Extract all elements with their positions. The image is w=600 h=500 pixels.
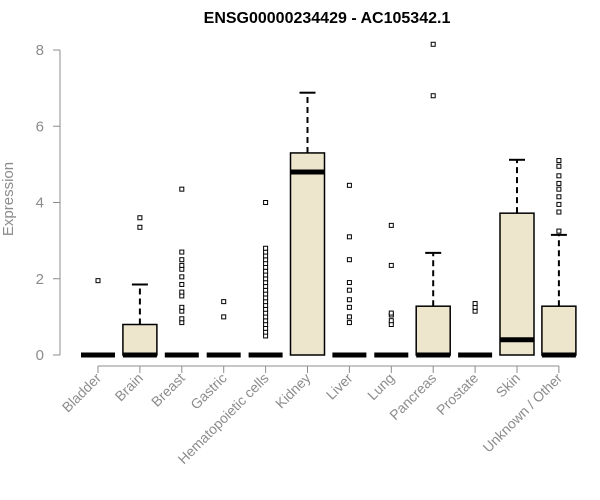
outlier-point: [263, 200, 269, 205]
x-tick-label: Bladder: [59, 370, 105, 416]
outlier-point: [430, 93, 436, 99]
x-tick-label: Prostate: [433, 370, 481, 418]
outlier-point: [346, 257, 352, 263]
box-iqr: [289, 152, 326, 356]
outlier-point: [137, 224, 143, 230]
outlier-point: [388, 310, 394, 316]
y-axis: 0 2 4 6 8: [36, 42, 61, 364]
outlier-point: [472, 301, 478, 307]
outlier-point: [346, 314, 352, 320]
outlier-point: [346, 234, 352, 240]
outlier-point: [556, 228, 562, 234]
box-breast: [164, 186, 199, 358]
outlier-point: [346, 182, 352, 188]
box-skin: [499, 158, 535, 356]
boxes-group: [81, 41, 577, 358]
outlier-point: [179, 186, 185, 192]
outlier-point: [556, 186, 562, 192]
outlier-point: [179, 304, 185, 310]
outlier-point: [346, 320, 352, 326]
outlier-point: [179, 281, 185, 287]
outlier-point: [179, 274, 185, 280]
y-tick-label: 0: [36, 347, 44, 364]
outlier-point: [388, 262, 394, 268]
outlier-point: [556, 180, 562, 186]
outlier-point: [95, 278, 101, 284]
outlier-point: [221, 299, 227, 305]
y-tick-label: 4: [36, 195, 44, 212]
x-tick-label: Kidney: [272, 370, 314, 412]
outlier-point: [430, 41, 436, 47]
box-brain: [122, 215, 158, 358]
box-iqr: [499, 212, 535, 356]
outlier-point: [179, 257, 185, 263]
outlier-point: [179, 316, 185, 322]
outlier-point: [388, 222, 394, 228]
outlier-point: [556, 201, 562, 207]
outlier-point: [556, 163, 562, 169]
box-iqr: [541, 305, 577, 356]
y-tick-label: 8: [36, 42, 44, 59]
outlier-point: [221, 314, 227, 320]
box-liver: [332, 182, 367, 358]
box-lung: [374, 222, 409, 358]
box-hematopoietic-cells: [248, 200, 283, 358]
outlier-point: [346, 287, 352, 293]
y-axis-label: Expression: [0, 162, 17, 236]
outlier-point: [263, 245, 269, 251]
outlier-point: [179, 289, 185, 295]
outlier-point: [346, 304, 352, 310]
x-tick-label: Unknown / Other: [479, 370, 565, 456]
box-gastric: [206, 299, 241, 358]
outlier-point: [556, 194, 562, 200]
outlier-point: [556, 173, 562, 179]
outlier-point: [346, 297, 352, 303]
outlier-point: [556, 158, 562, 164]
y-tick-label: 6: [36, 118, 44, 135]
outlier-point: [179, 249, 185, 255]
x-tick-label: Pancreas: [386, 370, 439, 423]
box-kidney: [289, 91, 326, 356]
x-tick-label: Skin: [493, 370, 524, 401]
box-pancreas: [415, 41, 451, 358]
outlier-point: [556, 209, 562, 215]
x-tick-label: Liver: [323, 370, 356, 403]
box-iqr: [122, 323, 158, 356]
box-unknown-other: [541, 158, 577, 358]
outlier-point: [346, 280, 352, 286]
box-iqr: [415, 305, 451, 356]
box-bladder: [81, 278, 115, 358]
x-tick-label: Brain: [112, 370, 146, 404]
outlier-point: [388, 318, 394, 324]
chart-title: ENSG00000234429 - AC105342.1: [204, 10, 451, 27]
box-prostate: [458, 301, 493, 358]
x-tick-label: Lung: [364, 370, 397, 403]
y-tick-label: 2: [36, 271, 44, 288]
x-tick-label: Breast: [148, 370, 188, 410]
outlier-point: [179, 262, 185, 268]
outlier-point: [137, 215, 143, 221]
